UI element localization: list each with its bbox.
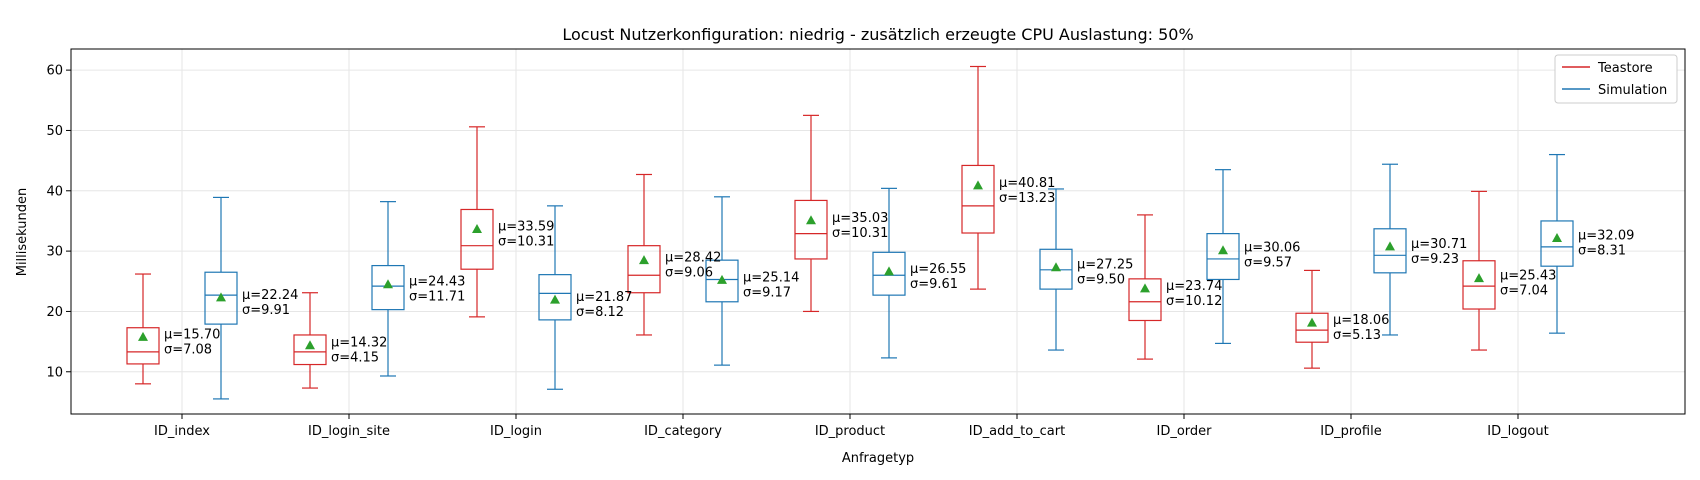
box-iqr xyxy=(460,208,494,270)
y-axis-label: Millisekunden xyxy=(15,188,30,277)
mean-marker xyxy=(550,294,560,304)
mean-marker xyxy=(717,274,727,284)
plot-frame xyxy=(70,48,1686,415)
box-iqr xyxy=(293,334,327,366)
mean-label: μ=25.14 xyxy=(743,270,799,285)
box-iqr xyxy=(872,251,906,296)
legend-label-teastore: Teastore xyxy=(1597,61,1653,76)
mean-marker xyxy=(138,331,148,341)
y-tick-label: 30 xyxy=(46,245,63,260)
y-tick-label: 60 xyxy=(46,64,63,79)
mean-label: μ=23.74 xyxy=(1166,279,1222,294)
x-tick-label: ID_login_site xyxy=(308,424,390,439)
annotation-labels: μ=15.70σ=7.08 μ=14.32σ=4.15μ=33.59σ=10.31… xyxy=(164,176,1634,366)
mean-marker xyxy=(472,223,482,233)
box-iqr xyxy=(1039,248,1073,290)
std-label: σ=9.06 xyxy=(665,266,713,281)
mean-marker xyxy=(884,266,894,276)
mean-label: μ=14.32 xyxy=(331,336,387,351)
box-iqr xyxy=(705,259,739,303)
x-tick-label: ID_category xyxy=(644,424,722,439)
box-iqr xyxy=(1373,228,1407,274)
x-tick-label: ID_index xyxy=(154,424,210,439)
x-tick-label: ID_login xyxy=(490,424,542,439)
mean-label: μ=30.71 xyxy=(1411,237,1467,252)
box-iqr xyxy=(627,245,661,294)
box-iqr xyxy=(1128,278,1162,322)
box-series xyxy=(126,65,1574,400)
mean-label: μ=21.87 xyxy=(576,290,632,305)
legend: Teastore Simulation xyxy=(1554,54,1678,104)
box-iqr xyxy=(371,264,405,311)
std-label: σ=9.50 xyxy=(1077,273,1125,288)
mean-marker xyxy=(1218,245,1228,255)
mean-label: μ=35.03 xyxy=(832,211,888,226)
mean-label: μ=32.09 xyxy=(1578,228,1634,243)
box-iqr xyxy=(1540,220,1574,267)
std-label: σ=8.31 xyxy=(1578,243,1626,258)
axes: 10 20 30 40 50 60 ID_index ID_login_site ID_logi… xyxy=(46,64,1548,439)
grid-lines xyxy=(71,49,1685,414)
std-label: σ=7.08 xyxy=(164,342,212,357)
y-tick-label: 50 xyxy=(46,124,63,139)
box-iqr xyxy=(538,274,572,321)
mean-marker xyxy=(806,215,816,225)
std-label: σ=10.12 xyxy=(1166,294,1222,309)
x-tick-label: ID_profile xyxy=(1320,424,1381,439)
box-iqr xyxy=(1206,233,1240,281)
std-label: σ=13.23 xyxy=(999,191,1055,206)
std-label: σ=11.71 xyxy=(409,290,465,305)
mean-label: μ=27.25 xyxy=(1077,258,1133,273)
std-label: σ=7.04 xyxy=(1500,284,1548,299)
x-tick-label: ID_order xyxy=(1156,424,1212,439)
mean-marker xyxy=(1552,232,1562,242)
std-label: σ=10.31 xyxy=(832,226,888,241)
box-iqr xyxy=(1295,312,1329,343)
y-tick-label: 10 xyxy=(46,365,63,380)
box-iqr xyxy=(204,271,238,325)
mean-label: μ=28.42 xyxy=(665,251,721,266)
mean-marker xyxy=(383,279,393,289)
mean-label: μ=25.43 xyxy=(1500,269,1556,284)
mean-label: μ=30.06 xyxy=(1244,241,1300,256)
std-label: σ=9.57 xyxy=(1244,256,1292,271)
mean-label: μ=33.59 xyxy=(498,219,554,234)
mean-label: μ=18.06 xyxy=(1333,313,1389,328)
mean-marker xyxy=(305,340,315,350)
box-iqr xyxy=(961,164,995,234)
mean-label: μ=26.55 xyxy=(910,262,966,277)
std-label: σ=8.12 xyxy=(576,305,624,320)
y-tick-label: 40 xyxy=(46,184,63,199)
mean-marker xyxy=(1307,317,1317,327)
x-axis-label: Anfragetyp xyxy=(842,451,914,466)
box-iqr xyxy=(794,199,828,260)
std-label: σ=9.23 xyxy=(1411,252,1459,267)
std-label: σ=9.91 xyxy=(242,303,290,318)
chart-title: Locust Nutzerkonfiguration: niedrig - zu… xyxy=(562,25,1193,44)
mean-marker xyxy=(216,292,226,302)
x-tick-label: ID_add_to_cart xyxy=(969,424,1065,439)
std-label: σ=9.17 xyxy=(743,285,791,300)
mean-marker xyxy=(1140,283,1150,293)
box-iqr xyxy=(126,327,160,365)
std-label: σ=9.61 xyxy=(910,277,958,292)
x-tick-label: ID_logout xyxy=(1487,424,1548,439)
mean-label: μ=40.81 xyxy=(999,176,1055,191)
mean-marker xyxy=(1385,241,1395,251)
std-label: σ=4.15 xyxy=(331,351,379,366)
mean-marker xyxy=(1474,273,1484,283)
std-label: σ=10.31 xyxy=(498,234,554,249)
mean-marker xyxy=(1051,262,1061,272)
legend-label-simulation: Simulation xyxy=(1598,83,1667,98)
std-label: σ=5.13 xyxy=(1333,328,1381,343)
box-iqr xyxy=(1462,260,1496,310)
mean-marker xyxy=(639,255,649,265)
mean-marker xyxy=(973,180,983,190)
mean-label: μ=22.24 xyxy=(242,288,298,303)
y-tick-label: 20 xyxy=(46,305,63,320)
mean-label: μ=15.70 xyxy=(164,327,220,342)
mean-label: μ=24.43 xyxy=(409,275,465,290)
x-tick-label: ID_product xyxy=(815,424,885,439)
